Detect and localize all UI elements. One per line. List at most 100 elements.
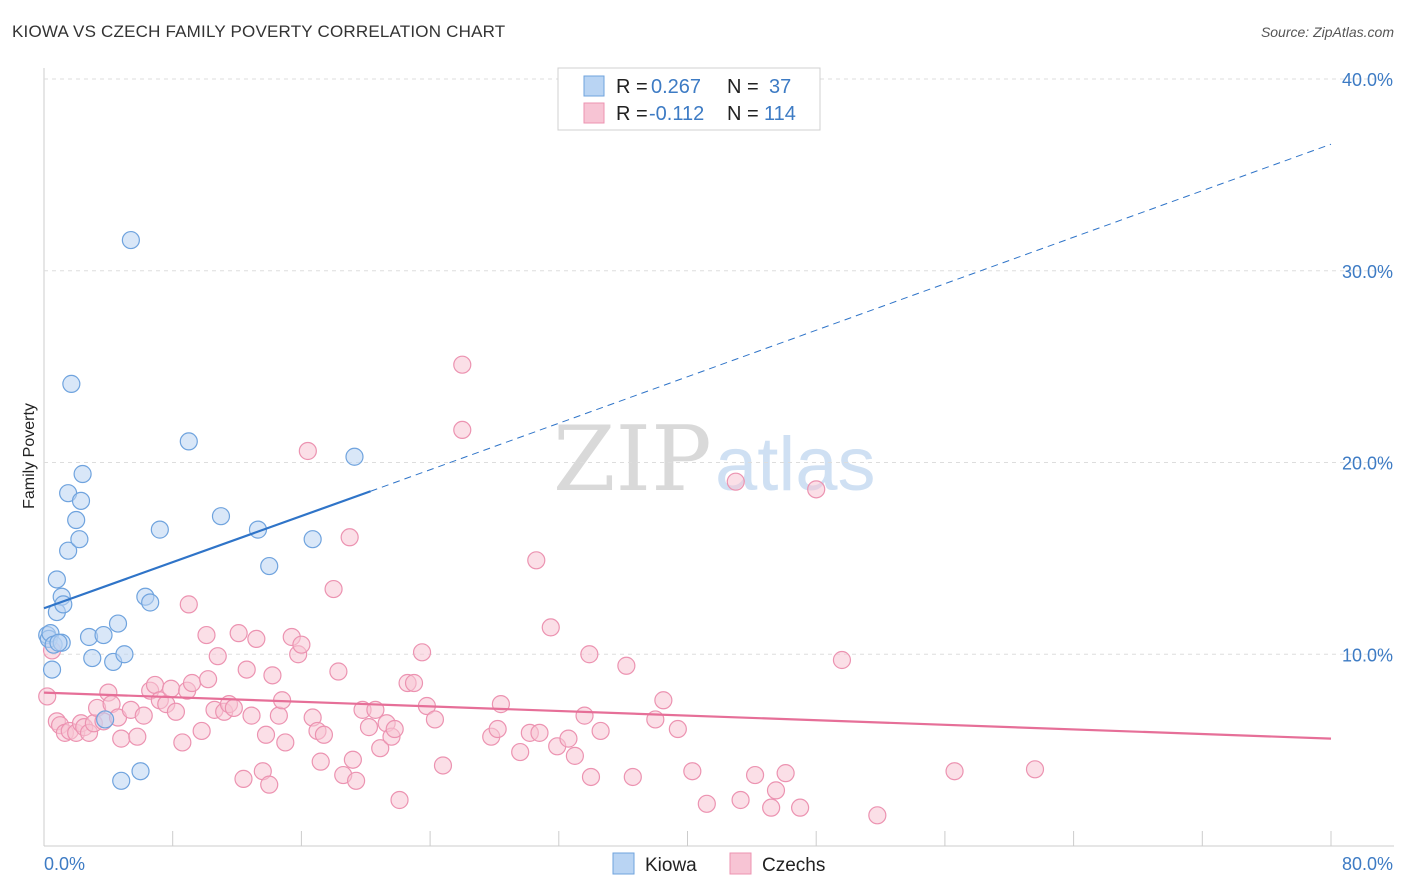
trend-lines bbox=[43, 143, 1332, 740]
kiowa-point bbox=[62, 374, 81, 393]
czech-point bbox=[166, 702, 186, 721]
czech-point bbox=[276, 733, 295, 752]
kiowa-point bbox=[59, 541, 78, 560]
czech-point bbox=[314, 725, 334, 744]
czech-point bbox=[559, 729, 578, 748]
kiowa-trend-line bbox=[43, 490, 371, 610]
czech-point bbox=[298, 441, 317, 461]
czech-point bbox=[580, 645, 599, 664]
czech-point bbox=[179, 595, 198, 614]
kiowa-point bbox=[115, 645, 134, 664]
czech-series-label: Czechs bbox=[762, 855, 825, 876]
watermark-zip: ZIP bbox=[553, 407, 712, 512]
czech-point bbox=[488, 719, 507, 739]
czech-point bbox=[565, 746, 584, 765]
kiowa-r-label: R = bbox=[616, 76, 648, 98]
czech-point bbox=[668, 719, 687, 739]
czech-point bbox=[404, 673, 424, 693]
czechs-series bbox=[38, 355, 1045, 825]
czech-r-value: -0.112 bbox=[649, 103, 704, 125]
kiowa-point bbox=[141, 593, 160, 612]
czech-point bbox=[247, 629, 266, 649]
kiowa-series-swatch bbox=[612, 852, 635, 875]
czech-point bbox=[343, 750, 362, 769]
czech-point bbox=[371, 739, 390, 758]
czech-point bbox=[192, 721, 211, 741]
czech-point bbox=[145, 675, 165, 695]
czech-point bbox=[623, 767, 642, 787]
czech-point bbox=[234, 769, 253, 788]
y-tick-label: 30.0% bbox=[1342, 262, 1393, 282]
kiowa-series bbox=[38, 230, 364, 790]
kiowa-point bbox=[70, 530, 89, 549]
czech-point bbox=[726, 472, 745, 491]
watermark-atlas: atlas bbox=[715, 422, 876, 507]
czech-point bbox=[346, 771, 366, 790]
czech-point bbox=[198, 670, 218, 689]
czech-point bbox=[412, 643, 432, 662]
czech-point bbox=[530, 723, 549, 742]
kiowa-point bbox=[47, 570, 66, 589]
kiowa-n-label: N = bbox=[727, 76, 759, 98]
czech-point bbox=[173, 733, 192, 752]
czech-point bbox=[161, 679, 181, 698]
czech-point bbox=[112, 729, 131, 748]
czech-point bbox=[182, 673, 202, 693]
czech-point bbox=[654, 691, 673, 710]
czech-point bbox=[237, 660, 256, 679]
kiowa-point bbox=[260, 556, 279, 576]
kiowa-point bbox=[345, 447, 364, 466]
kiowa-point bbox=[131, 762, 150, 781]
czech-n-value: 114 bbox=[764, 103, 796, 125]
series-legend: Kiowa Czechs bbox=[612, 852, 825, 876]
czech-point bbox=[868, 806, 887, 825]
czech-point bbox=[385, 719, 404, 739]
kiowa-point bbox=[150, 520, 169, 539]
kiowa-point bbox=[96, 710, 115, 729]
chart-title: KIOWA VS CZECH FAMILY POVERTY CORRELATIO… bbox=[12, 22, 506, 41]
czech-series-swatch bbox=[729, 852, 752, 875]
czech-point bbox=[224, 698, 243, 718]
czech-point bbox=[324, 579, 343, 599]
czech-point bbox=[311, 752, 330, 771]
czech-point bbox=[581, 767, 601, 787]
czech-point bbox=[329, 662, 348, 681]
czech-point bbox=[776, 764, 795, 783]
czech-point bbox=[745, 765, 765, 785]
czech-trend-line bbox=[43, 691, 1332, 740]
czech-legend-swatch bbox=[583, 102, 605, 124]
czech-point bbox=[359, 718, 379, 737]
czech-point bbox=[807, 480, 826, 499]
czech-point bbox=[527, 551, 546, 570]
czech-point bbox=[340, 528, 359, 547]
czech-point bbox=[791, 798, 810, 817]
czech-point bbox=[697, 794, 716, 813]
czech-point bbox=[683, 762, 702, 781]
kiowa-point bbox=[211, 507, 231, 526]
czech-point bbox=[433, 756, 453, 775]
czech-point bbox=[762, 798, 781, 817]
grid-lines bbox=[44, 78, 1394, 655]
kiowa-point bbox=[303, 530, 322, 549]
czech-point bbox=[390, 790, 409, 810]
kiowa-point bbox=[94, 625, 113, 645]
kiowa-point bbox=[179, 432, 198, 451]
kiowa-point bbox=[67, 510, 86, 530]
czech-point bbox=[766, 781, 786, 800]
czech-point bbox=[292, 635, 311, 654]
x-tick-marks bbox=[43, 831, 1332, 846]
kiowa-legend-swatch bbox=[583, 75, 605, 97]
czech-point bbox=[242, 706, 261, 725]
czech-point bbox=[256, 725, 276, 744]
kiowa-point bbox=[42, 660, 62, 679]
kiowa-point bbox=[112, 771, 131, 790]
czech-point bbox=[38, 687, 57, 706]
czech-r-label: R = bbox=[616, 103, 648, 125]
czech-point bbox=[832, 650, 852, 670]
czech-point bbox=[128, 727, 147, 746]
czech-point bbox=[617, 656, 636, 675]
y-axis-label: Family Poverty bbox=[21, 403, 38, 509]
correlation-legend: R = 0.267 N = 37 R = -0.112 N = 114 bbox=[557, 67, 821, 131]
y-tick-label: 20.0% bbox=[1342, 454, 1393, 474]
